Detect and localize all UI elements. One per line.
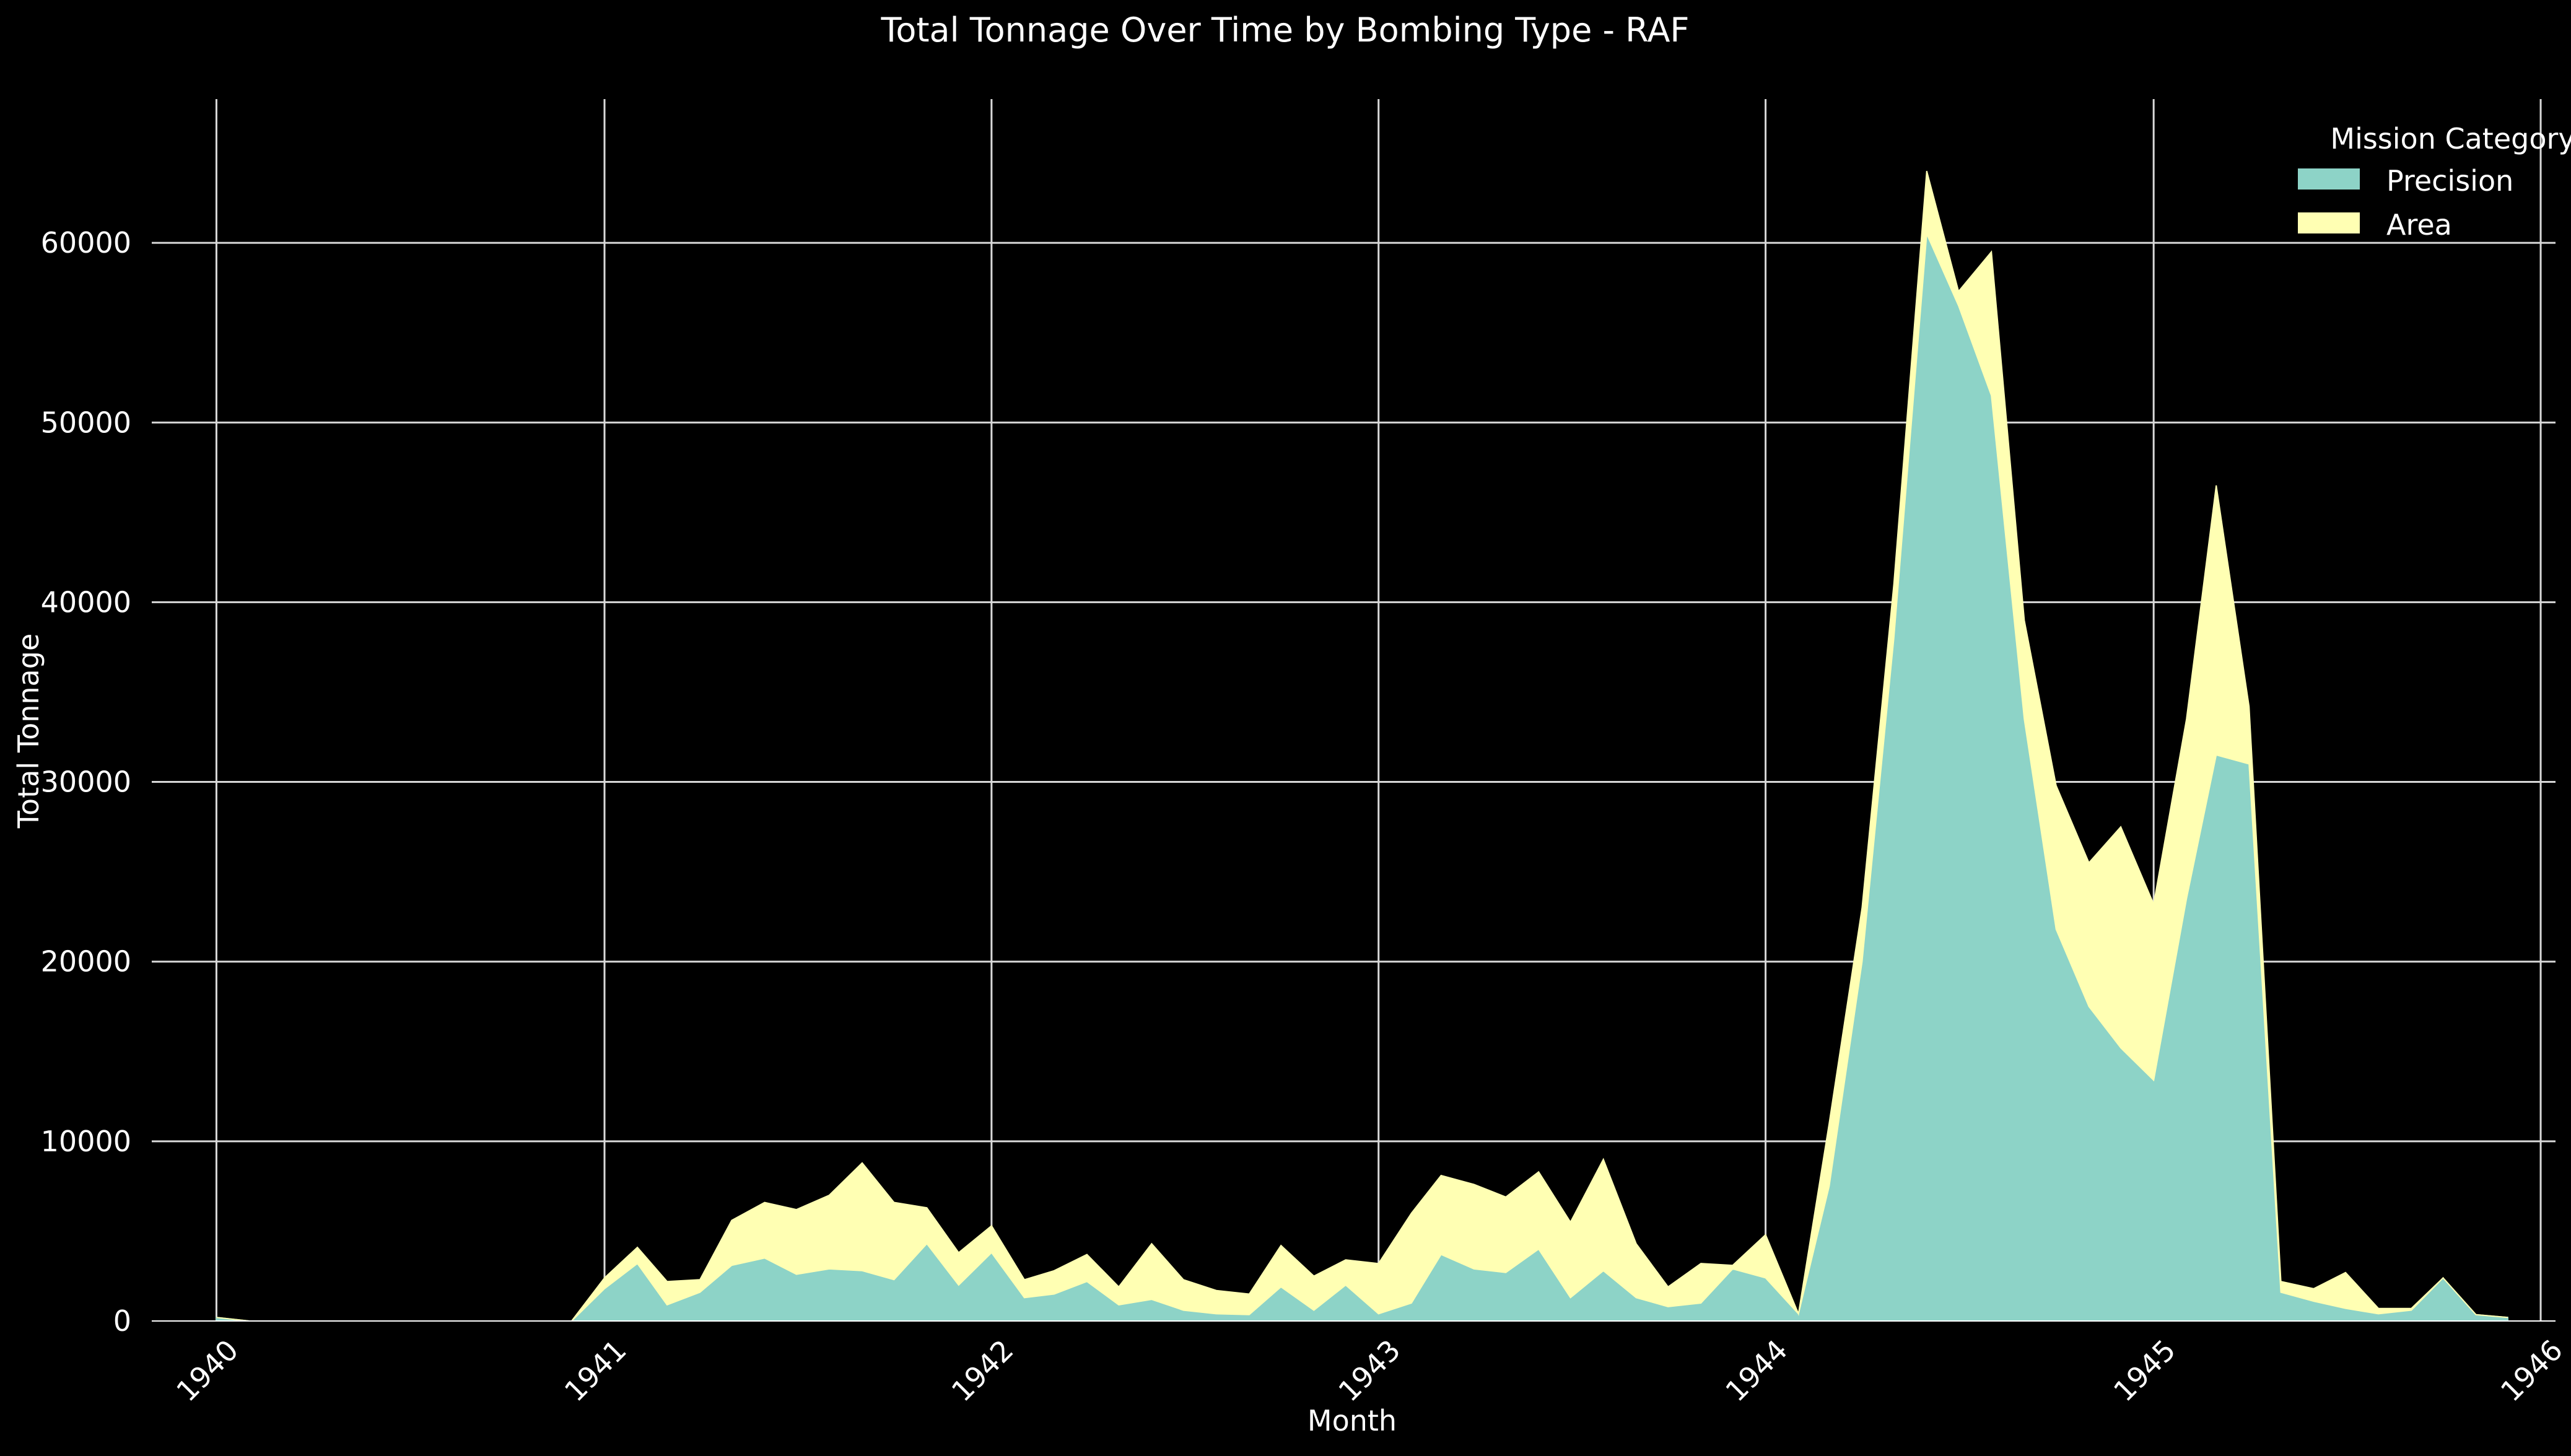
y-tick-label: 30000 <box>41 765 131 799</box>
legend-label-precision: Precision <box>2386 164 2513 198</box>
legend-swatch-area <box>2298 212 2360 233</box>
legend-label-area: Area <box>2386 208 2452 242</box>
x-axis-label: Month <box>1307 1404 1397 1437</box>
area-series-area <box>216 170 2508 1322</box>
y-tick-label: 10000 <box>41 1125 131 1158</box>
y-tick-label: 50000 <box>41 406 131 439</box>
y-tick-labels: 0 10000 20000 30000 40000 50000 60000 <box>41 226 131 1338</box>
y-tick-label: 60000 <box>41 226 131 259</box>
y-tick-label: 0 <box>113 1304 131 1338</box>
y-tick-label: 20000 <box>41 945 131 979</box>
y-tick-label: 40000 <box>41 585 131 619</box>
legend-title: Mission Category <box>2330 122 2571 155</box>
chart-title: Total Tonnage Over Time by Bombing Type … <box>881 11 1690 50</box>
grid-lines <box>152 99 2556 1321</box>
legend: Mission Category Precision Area <box>2298 122 2571 242</box>
y-axis-label: Total Tonnage <box>12 634 45 829</box>
legend-swatch-precision <box>2298 168 2360 190</box>
